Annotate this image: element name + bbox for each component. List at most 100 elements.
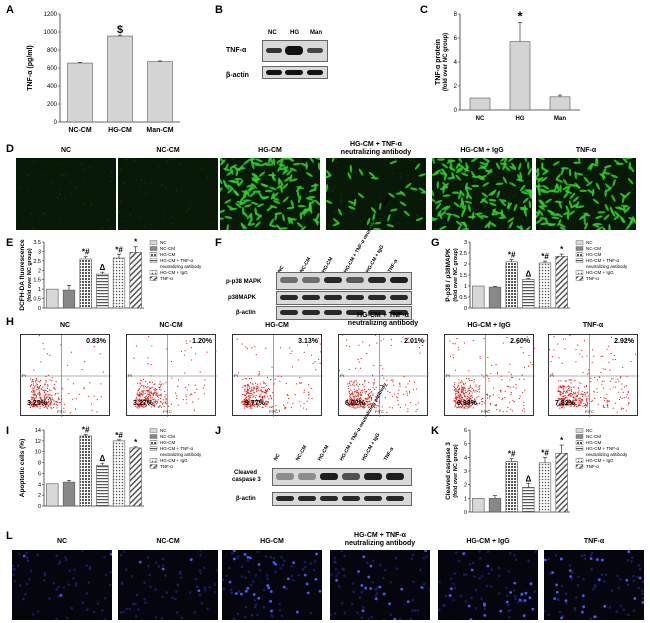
y-tick-label: 0 — [464, 306, 467, 312]
blot-band — [280, 277, 298, 283]
row-label: TNF-α — [226, 47, 247, 54]
quadrant-percent-upper: 1.20% — [192, 338, 212, 345]
legend-swatch — [575, 246, 584, 251]
legend-swatch — [575, 464, 584, 469]
y-tick-label: 2 — [38, 493, 41, 499]
legend-label: NC — [586, 428, 593, 433]
quadrant-percent-lower: 3.27% — [133, 400, 153, 407]
blot-band — [320, 473, 338, 480]
y-tick-label: 2 — [464, 483, 467, 489]
y-tick-label: 3 — [464, 240, 467, 246]
legend-swatch — [149, 434, 158, 439]
legend-swatch — [575, 270, 584, 275]
y-tick-label: 0 — [454, 108, 458, 114]
bar — [505, 261, 518, 309]
flow-axis-x-label: FITC — [269, 409, 278, 414]
bar — [505, 461, 518, 513]
green-fluorescence-image — [536, 158, 636, 230]
legend-swatch — [149, 240, 158, 245]
green-fluorescence-image — [220, 158, 320, 230]
bar — [472, 498, 485, 513]
y-tick-label: 200 — [47, 102, 58, 108]
lane-label: NC-CM — [294, 444, 309, 462]
nuclear-stain-image — [222, 550, 322, 620]
quadrant-percent-lower: 7.82% — [555, 400, 575, 407]
blot-band — [342, 496, 360, 501]
row-label: caspase 3 — [232, 477, 261, 483]
quadrant-percent-upper: 2.60% — [510, 338, 530, 345]
legend-label: neutralizing antibody — [160, 452, 202, 457]
y-tick-label: 3 — [38, 249, 41, 255]
nuclear-stain-image — [438, 550, 538, 620]
quadrant-percent-lower: 9.38% — [457, 400, 477, 407]
image-caption: HG-CM + IgG — [466, 538, 510, 545]
blot-band — [302, 295, 320, 300]
y-tick-label: 5 — [464, 442, 467, 448]
image-caption: HG-CM + TNF-α neutralizing antibody — [340, 141, 412, 156]
flow-axis-x-label: FITC — [585, 409, 594, 414]
bar — [147, 61, 173, 123]
y-tick-label: 4 — [464, 455, 467, 461]
significance-marker: *# — [541, 448, 549, 457]
significance-marker: * — [560, 436, 564, 445]
bar — [79, 258, 92, 309]
row-label: β-actin — [236, 310, 256, 316]
y-tick-label: 2.5 — [459, 251, 467, 257]
image-caption: NC — [56, 538, 68, 545]
y-tick-label: 600 — [47, 66, 58, 72]
significance-marker: Δ — [99, 263, 105, 272]
flow-plot-caption: HG-CM — [265, 322, 289, 329]
blot-band — [324, 310, 342, 315]
chart-a: 0 200 400 600 800 1000 1200 TNF-α (pg/ml) NC-CM $… — [27, 12, 180, 134]
y-axis-label: P-p38 / p38MAPK — [445, 248, 452, 302]
category-label: Man-CM — [146, 127, 173, 134]
lane-label: Man — [310, 30, 322, 36]
image-caption: HG-CM — [258, 147, 282, 154]
legend-label: TNF-α — [586, 276, 599, 281]
blot-band-strip — [276, 272, 412, 290]
legend-label: HG-CM + IgG — [586, 458, 614, 463]
bar — [112, 257, 126, 309]
bar — [46, 288, 59, 309]
blot-j: NC NC-CM HG-CM HG-CM + TNF-α neutralizing a… — [226, 382, 416, 512]
flow-cytometry-plot: 3.13% 9.77% FITC PI — [232, 334, 323, 417]
flow-axis-y-label: PI — [22, 373, 26, 378]
legend-label: NC — [586, 240, 593, 245]
nuclear-stain-image — [330, 550, 430, 620]
blot-band — [276, 473, 294, 480]
bar — [79, 435, 92, 507]
blot-band — [390, 295, 408, 300]
panel-label-i: I — [6, 425, 10, 437]
flow-plot-caption: NC — [59, 322, 71, 329]
quadrant-percent-upper: 2.01% — [404, 338, 424, 345]
y-tick-label: 6 — [38, 471, 41, 477]
blot-band — [280, 310, 298, 315]
blot-band — [298, 496, 316, 501]
flow-axis-y-label: PI — [234, 373, 238, 378]
y-tick-label: 1.5 — [459, 273, 467, 279]
chart-e: 0 0.5 1 1.5 2 2.5 3 3.5 DCFH-DA fluorescence (fol… — [19, 238, 202, 312]
row-label: β-actin — [226, 72, 249, 79]
bar — [549, 96, 571, 111]
blot-band — [346, 295, 364, 300]
category-label: HG-CM — [108, 127, 132, 134]
y-tick-label: 1000 — [44, 30, 58, 36]
legend-label: HG-CM — [160, 252, 175, 257]
blot-band — [298, 473, 316, 480]
flow-axis-x-label: FITC — [375, 409, 384, 414]
row-label: β-actin — [236, 496, 256, 502]
blot-band — [320, 496, 338, 501]
nuclear-stain-image — [544, 550, 644, 620]
significance-marker: *# — [115, 245, 123, 254]
y-tick-label: 2 — [464, 262, 467, 268]
legend-label: neutralizing antibody — [160, 264, 202, 269]
y-tick-label: 12 — [35, 439, 41, 445]
y-tick-label: 1 — [464, 284, 467, 290]
legend-swatch — [575, 428, 584, 433]
green-fluorescence-image — [432, 158, 532, 230]
legend-swatch — [575, 240, 584, 245]
legend-swatch — [149, 446, 158, 451]
blot-band — [390, 277, 408, 283]
bar — [555, 255, 568, 309]
legend-label: HG-CM + TNF-α — [160, 258, 194, 263]
